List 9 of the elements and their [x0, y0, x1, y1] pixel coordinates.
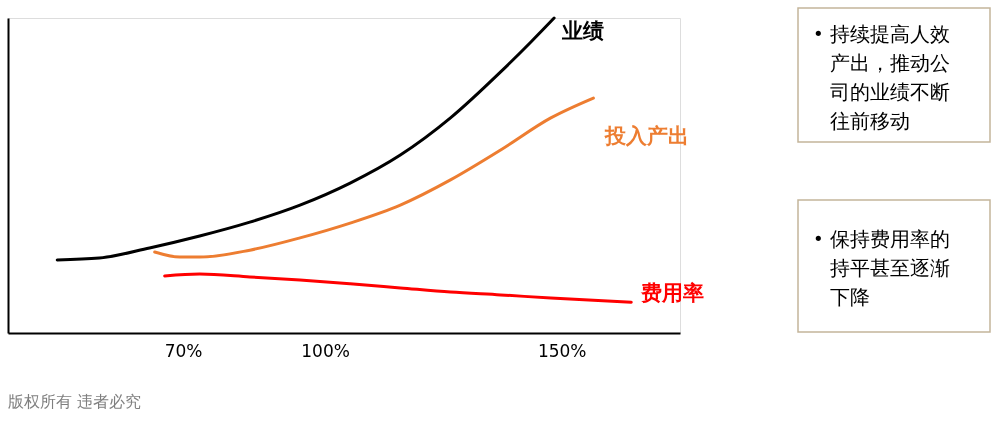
x-tick-label: 150% [537, 340, 587, 361]
series-label: 费用率 [640, 281, 705, 306]
text: • 保持费用率的持平甚至逐渐下降 [813, 227, 950, 309]
series-label: 投入产出 [604, 124, 690, 149]
text: 版权所有 违者必究 [8, 392, 142, 411]
series-label: 业绩 [561, 19, 605, 43]
x-tick-label: 100% [301, 340, 350, 361]
x-tick-label: 70% [164, 340, 203, 361]
text: • 持续提高人效产出，推动公司的业绩不断往前移动 [813, 22, 950, 133]
